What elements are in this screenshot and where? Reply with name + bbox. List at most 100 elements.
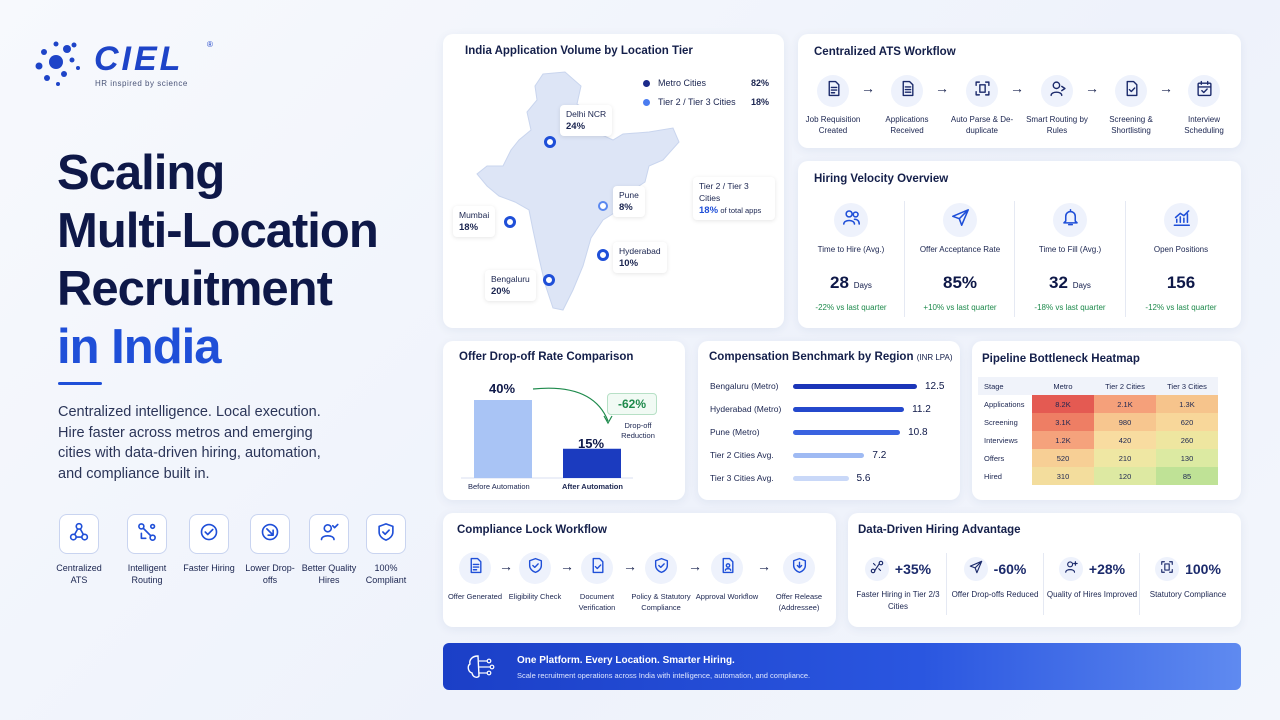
dropoff-card: Offer Drop-off Rate Comparison 40% 15% B… (443, 341, 685, 500)
pin-pune[interactable] (598, 201, 608, 211)
comp-value: 12.5 (925, 381, 945, 392)
ats-step-2[interactable]: Auto Parse & De-duplicate (949, 75, 1015, 136)
heatmap-row: Interviews 1.2K 420 260 (978, 431, 1218, 449)
feature-icon-box (250, 514, 290, 554)
hero-description: Centralized intelligence. Local executio… (58, 404, 321, 482)
feature-2[interactable]: Faster Hiring (179, 514, 239, 574)
ats-step-3[interactable]: Smart Routing by Rules (1024, 75, 1090, 136)
velocity-unit: Days (1072, 281, 1091, 290)
divider (1014, 201, 1015, 317)
dropoff-chart (461, 387, 633, 479)
document-check-icon (589, 557, 606, 579)
divider (1139, 553, 1140, 615)
pin-hyderabad[interactable] (597, 249, 609, 261)
heatmap-cell[interactable]: 8.2K (1032, 395, 1094, 413)
heatmap-cell[interactable]: 420 (1094, 431, 1156, 449)
velocity-metric-0: Time to Hire (Avg.) 28 Days -22% vs last q… (797, 203, 905, 312)
arrow-right-icon: → (757, 558, 771, 574)
advantage-value: -60% (993, 561, 1027, 577)
feature-1[interactable]: Intelligent Routing (117, 514, 177, 586)
heatmap-cell[interactable]: 3.1K (1032, 413, 1094, 431)
velocity-value: 28 Days (797, 273, 905, 293)
comp-value: 7.2 (872, 450, 887, 461)
shield-check-icon (527, 557, 544, 579)
arrow-right-icon: → (560, 558, 574, 574)
heatmap-cell[interactable]: 120 (1094, 467, 1156, 485)
feature-label: 100% Compliant (365, 563, 407, 585)
velocity-label: Time to Hire (Avg.) (817, 245, 885, 254)
compliance-step-icon (581, 552, 613, 584)
feature-4[interactable]: Better Quality Hires (299, 514, 359, 586)
velocity-icon (943, 203, 977, 237)
comp-bar[interactable] (793, 476, 849, 481)
city-value: 18% (459, 222, 479, 233)
compliance-step-2[interactable]: Document Verification (562, 552, 632, 613)
heatmap-table: Stage Metro Tier 2 Cities Tier 3 Cities Appl… (978, 377, 1218, 485)
heatmap-cell[interactable]: 1.3K (1156, 395, 1218, 413)
ats-step-0[interactable]: Job Requisition Created (800, 75, 866, 136)
advantage-title: Data-Driven Hiring Advantage (858, 524, 1021, 536)
map-title: India Application Volume by Location Tie… (465, 45, 693, 57)
comp-bar[interactable] (793, 430, 901, 435)
bar-after[interactable] (563, 448, 621, 478)
document-icon (825, 80, 842, 102)
heatmap-cell[interactable]: 260 (1156, 431, 1218, 449)
arrow-right-icon: → (1085, 80, 1099, 96)
velocity-label: Offer Acceptance Rate (919, 245, 1001, 254)
heatmap-cell[interactable]: 210 (1094, 449, 1156, 467)
ats-step-label: Interview Scheduling (1184, 115, 1224, 135)
pin-bengaluru[interactable] (543, 274, 555, 286)
heatmap-cell[interactable]: 520 (1032, 449, 1094, 467)
ats-step-icon (966, 75, 998, 107)
arrow-down-circle-icon (260, 522, 280, 547)
heatmap-cell[interactable]: 130 (1156, 449, 1218, 467)
heatmap-row: Applications 8.2K 2.1K 1.3K (978, 395, 1218, 413)
ats-step-1[interactable]: Applications Received (874, 75, 940, 136)
compliance-step-3[interactable]: Policy & Statutory Compliance (626, 552, 696, 613)
feature-3[interactable]: Lower Drop-offs (240, 514, 300, 586)
brand-tagline: HR inspired by science (95, 79, 188, 88)
cta-banner[interactable]: One Platform. Every Location. Smarter Hi… (443, 643, 1241, 690)
feature-0[interactable]: Centralized ATS (49, 514, 109, 586)
city-label-pune: Pune 8% (613, 186, 645, 217)
bar-before[interactable] (474, 400, 532, 478)
advantage-item-0: +35% Faster Hiring in Tier 2/3 Cities (850, 557, 946, 613)
feature-5[interactable]: 100% Compliant (356, 514, 416, 586)
pin-delhi[interactable] (544, 136, 556, 148)
map-legend-item: Metro Cities 82% (643, 78, 769, 88)
city-value: 10% (619, 258, 639, 269)
city-value: 20% (491, 286, 511, 297)
heatmap-row: Screening 3.1K 980 620 (978, 413, 1218, 431)
check-circle-icon (199, 522, 219, 547)
compliance-step-4[interactable]: Approval Workflow (692, 552, 762, 602)
compliance-step-0[interactable]: Offer Generated (440, 552, 510, 602)
heatmap-row: Offers 520 210 130 (978, 449, 1218, 467)
hero-underline (58, 382, 102, 385)
comp-bar[interactable] (793, 407, 905, 412)
heatmap-cell[interactable]: 620 (1156, 413, 1218, 431)
feature-label: Intelligent Routing (127, 563, 167, 585)
feature-icon-box (366, 514, 406, 554)
advantage-head: +35% (850, 557, 946, 581)
heatmap-column-header: Metro (1032, 377, 1094, 395)
advantage-icon (1155, 557, 1180, 581)
heatmap-cell[interactable]: 2.1K (1094, 395, 1156, 413)
advantage-icon (864, 557, 889, 581)
comp-bar[interactable] (793, 384, 917, 389)
velocity-icon (834, 203, 868, 237)
comp-bar[interactable] (793, 453, 865, 458)
compliance-step-1[interactable]: Eligibility Check (500, 552, 570, 602)
hero-line-2: Multi-Location (57, 204, 379, 258)
velocity-change: -22% vs last quarter (815, 303, 887, 312)
network-icon (69, 522, 89, 547)
ats-step-4[interactable]: Screening & Shortlisting (1098, 75, 1164, 136)
city-name: Bengaluru (491, 274, 530, 284)
pin-mumbai[interactable] (504, 216, 516, 228)
advantage-icon (1058, 557, 1083, 581)
heatmap-cell[interactable]: 1.2K (1032, 431, 1094, 449)
ats-step-5[interactable]: Interview Scheduling (1171, 75, 1237, 136)
compliance-step-5[interactable]: Offer Release (Addressee) (764, 552, 834, 613)
heatmap-cell[interactable]: 980 (1094, 413, 1156, 431)
heatmap-cell[interactable]: 85 (1156, 467, 1218, 485)
heatmap-cell[interactable]: 310 (1032, 467, 1094, 485)
